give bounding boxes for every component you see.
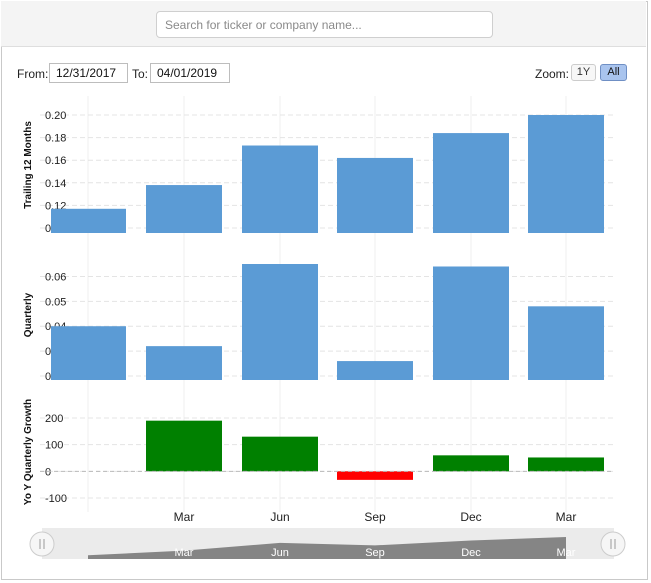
- handle-knob: [29, 531, 55, 557]
- zoom-label: Zoom:: [535, 67, 570, 81]
- navigator-tick-label: Jun: [271, 547, 289, 559]
- bar-3: [337, 157, 413, 233]
- x-tick-label: Jun: [270, 510, 289, 524]
- from-label: From:: [17, 67, 49, 81]
- bar-5: [528, 115, 604, 233]
- y-tick-label: 200: [45, 413, 63, 425]
- y-tick-label: 0.16: [45, 155, 66, 167]
- yoy-growth-panel: -100 0 100 200 Yo Y Quarterly Growth: [23, 399, 614, 505]
- y-tick-label: 0.05: [45, 296, 66, 308]
- y-tick-label: 100: [45, 440, 63, 452]
- bar-0: [51, 326, 126, 380]
- bar-5: [528, 306, 604, 380]
- bar-1: [242, 436, 318, 472]
- y-tick-label: 0.06: [45, 271, 66, 283]
- bar-4: [528, 457, 604, 472]
- zoom-1y-button[interactable]: 1Y: [571, 64, 596, 81]
- x-axis: Mar Jun Sep Dec Mar: [174, 510, 577, 524]
- bar-4: [433, 266, 509, 380]
- y-axis-label: Yo Y Quarterly Growth: [23, 399, 34, 505]
- y-tick-label: 0.18: [45, 133, 66, 145]
- y-tick-label: 0: [45, 466, 51, 478]
- search-input[interactable]: [156, 11, 493, 38]
- y-tick-label: 0.20: [45, 110, 66, 122]
- bar-2: [242, 145, 318, 233]
- from-date-input[interactable]: 12/31/2017: [49, 63, 128, 83]
- bar-3: [433, 455, 509, 472]
- y-axis-label: Trailing 12 Months: [23, 121, 34, 209]
- navigator-series: [88, 537, 566, 559]
- navigator-right-handle[interactable]: [600, 531, 626, 557]
- bar-4: [433, 133, 509, 233]
- x-tick-label: Dec: [460, 510, 481, 524]
- navigator: Mar Jun Sep Dec Mar: [29, 528, 626, 559]
- to-date-input[interactable]: 04/01/2019: [150, 63, 230, 83]
- search-bar: [1, 1, 646, 47]
- bar-0: [51, 208, 126, 233]
- navigator-tick-label: Mar: [175, 547, 194, 559]
- bar-1: [146, 346, 222, 380]
- navigator-tick-label: Dec: [461, 547, 481, 559]
- bar-1: [146, 185, 222, 233]
- x-tick-label: Sep: [364, 510, 386, 524]
- bar-2: [337, 471, 413, 480]
- zoom-all-button[interactable]: All: [600, 64, 627, 81]
- y-axis-label: Quarterly: [23, 292, 34, 337]
- bar-3: [337, 361, 413, 380]
- handle-knob: [600, 531, 626, 557]
- y-tick-label: -100: [45, 493, 67, 505]
- y-tick-label: 0.14: [45, 178, 66, 190]
- navigator-left-handle[interactable]: [29, 531, 55, 557]
- bar-0: [146, 420, 222, 472]
- x-tick-label: Mar: [174, 510, 195, 524]
- x-tick-label: Mar: [556, 510, 577, 524]
- to-label: To:: [132, 67, 149, 81]
- bar-2: [242, 264, 318, 380]
- navigator-tick-label: Mar: [557, 547, 576, 559]
- navigator-tick-label: Sep: [365, 547, 385, 559]
